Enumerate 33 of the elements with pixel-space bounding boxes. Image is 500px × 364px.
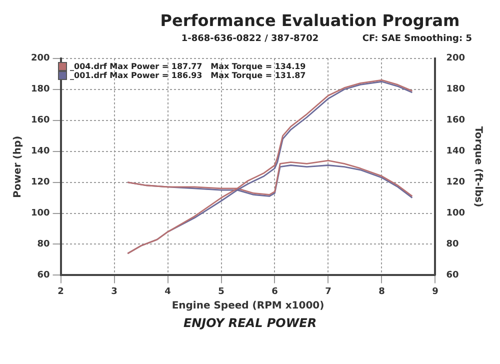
x-tick-label: 7 <box>325 286 332 297</box>
y2-tick-label: 80 <box>446 240 459 250</box>
y-tick-label: 160 <box>30 116 50 126</box>
x-tick-label: 5 <box>218 286 224 297</box>
y2-tick-label: 180 <box>446 84 466 95</box>
x-tick-label: 3 <box>111 286 118 297</box>
chart-title: Performance Evaluation Program <box>159 10 461 32</box>
y-tick-label: 120 <box>30 178 50 188</box>
y2-tick-label: 160 <box>446 116 466 126</box>
x-tick-label: 6 <box>272 286 278 297</box>
legend-label: _001.drf Max Power = 186.93 Max Torque = 131.87 <box>70 71 306 80</box>
x-tick-label: 8 <box>378 286 385 297</box>
text: 1-868-636-0822 / 387-8702 <box>181 34 319 44</box>
x-tick-label: 4 <box>164 286 171 297</box>
y2-tick-label: 120 <box>446 178 466 188</box>
x-axis-title: Engine Speed (RPM x1000) <box>172 300 324 312</box>
legend-label: _004.drf Max Power = 187.77 Max Torque = 134.19 <box>70 62 306 71</box>
y-axis-title: Power (hp) <box>12 136 24 198</box>
text: CF: SAE Smoothing: 5 <box>362 34 472 44</box>
y2-tick-label: 140 <box>446 146 466 157</box>
y-tick-label: 180 <box>30 84 50 95</box>
y-tick-label: 100 <box>30 208 50 219</box>
y-tick-label: 60 <box>37 270 50 281</box>
y2-tick-label: 100 <box>446 208 466 219</box>
y2-axis-title: Torque (ft-lbs) <box>472 126 484 208</box>
y-tick-label: 140 <box>30 146 50 157</box>
y2-tick-label: 200 <box>446 54 466 64</box>
x-tick-label: 2 <box>58 286 64 297</box>
x-tick-label: 9 <box>432 286 438 297</box>
y-tick-label: 80 <box>37 240 50 250</box>
y2-tick-label: 60 <box>446 270 459 281</box>
y-tick-label: 200 <box>30 54 50 64</box>
text: ENJOY REAL POWER <box>182 316 318 330</box>
